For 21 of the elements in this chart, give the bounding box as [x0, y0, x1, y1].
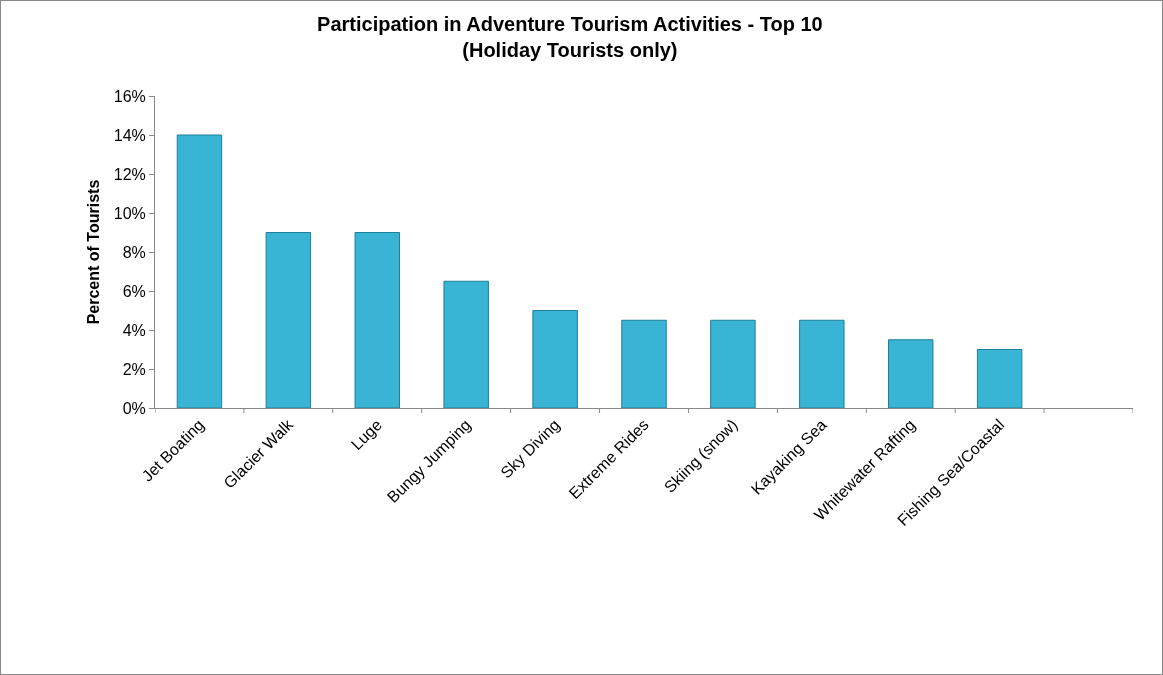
y-tick-label: 0% [122, 399, 146, 417]
bar [710, 319, 756, 408]
bar [265, 232, 312, 408]
y-axis-title: Percent of Tourists [84, 179, 102, 325]
bar [443, 280, 489, 408]
bar [888, 339, 934, 408]
y-tick-label: 4% [122, 321, 146, 339]
y-tick-label: 6% [122, 282, 146, 300]
y-tick-label: 10% [113, 204, 146, 222]
y-tick-label: 12% [113, 165, 146, 183]
bar [176, 134, 223, 408]
bar [976, 349, 1023, 408]
chart-title: Participation in Adventure Tourism Activities - Top 10 (Holiday Tourists only) [317, 13, 823, 62]
y-tick-label: 14% [113, 126, 146, 144]
y-tick-label: 16% [113, 87, 146, 105]
bar [532, 310, 578, 408]
bar [354, 232, 400, 408]
bar [621, 319, 667, 408]
y-tick-label: 2% [122, 360, 146, 378]
y-tick-label: 8% [122, 243, 146, 261]
bar [799, 319, 845, 408]
